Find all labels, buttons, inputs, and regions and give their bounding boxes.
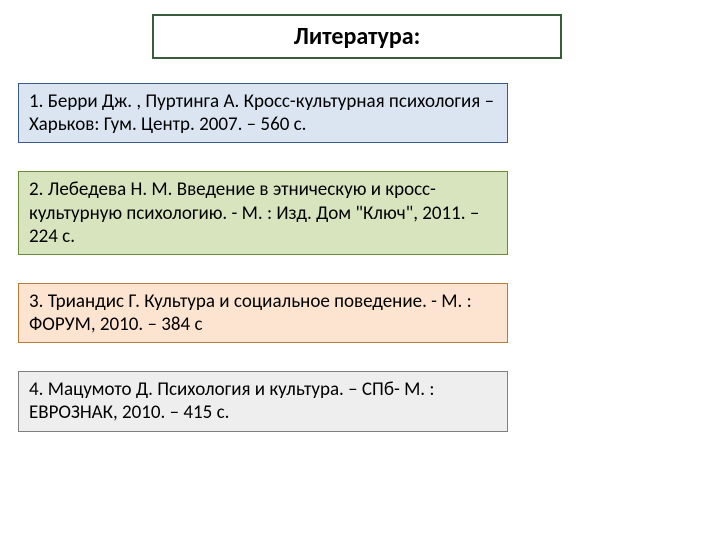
reference-entry-4: 4. Мацумото Д. Психология и культура. – … <box>18 371 508 431</box>
reference-text: 2. Лебедева Н. М. Введение в этническую … <box>29 178 479 247</box>
page-title: Литература: <box>294 22 420 51</box>
reference-entry-3: 3. Триандис Г. Культура и социальное пов… <box>18 283 508 343</box>
title-box: Литература: <box>152 14 562 59</box>
reference-entry-2: 2. Лебедева Н. М. Введение в этническую … <box>18 171 508 255</box>
reference-text: 4. Мацумото Д. Психология и культура. – … <box>29 378 435 424</box>
reference-entry-1: 1. Берри Дж. , Пуртинга А. Кросс-культур… <box>18 83 508 143</box>
reference-text: 1. Берри Дж. , Пуртинга А. Кросс-культур… <box>29 90 494 136</box>
reference-text: 3. Триандис Г. Культура и социальное пов… <box>29 290 472 336</box>
